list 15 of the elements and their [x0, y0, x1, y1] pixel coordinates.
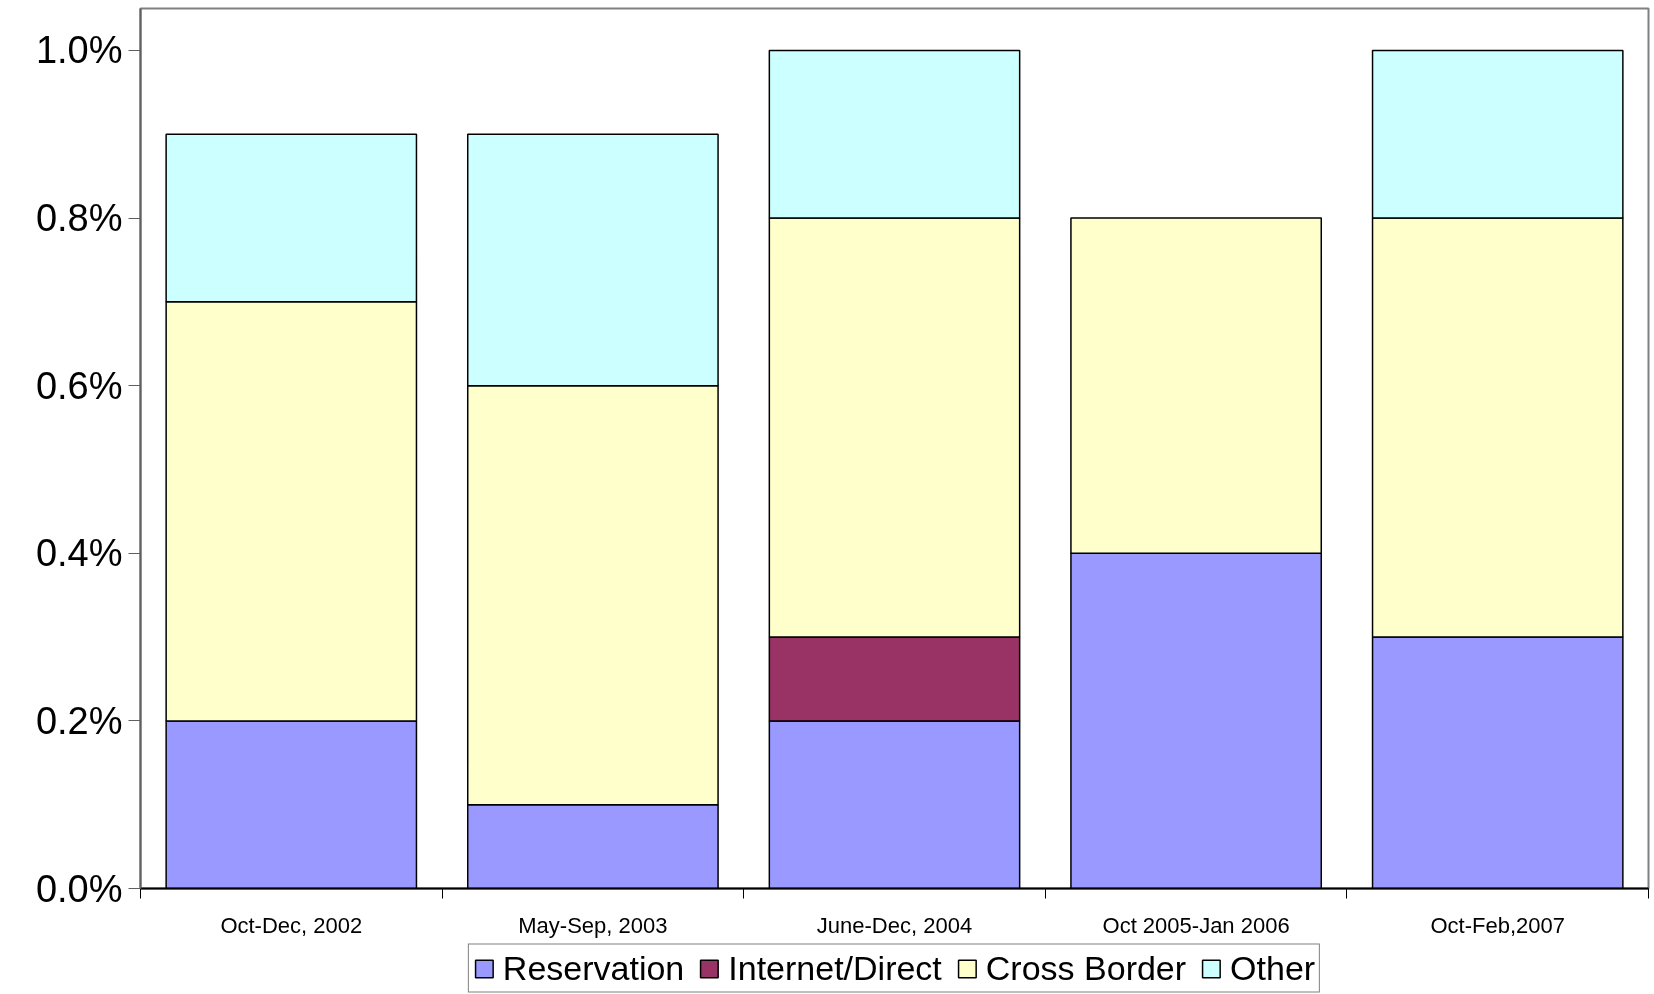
legend-label: Internet/Direct	[728, 948, 942, 988]
legend-label: Other	[1230, 948, 1316, 988]
x-tick-label: May-Sep, 2003	[518, 912, 668, 938]
y-tick-label: 0.2%	[35, 699, 123, 742]
x-tick-label: Oct-Dec, 2002	[220, 912, 363, 938]
y-tick-label: 0.8%	[35, 197, 123, 240]
legend-label: Cross Border	[985, 948, 1187, 988]
y-tick-label: 1.0%	[35, 29, 123, 72]
legend-label: Reservation	[502, 948, 685, 988]
y-tick-label: 0.6%	[35, 364, 123, 407]
x-tick-label: Oct 2005-Jan 2006	[1102, 912, 1290, 938]
y-tick-label: 0.0%	[35, 867, 123, 910]
x-tick-label: Oct-Feb,2007	[1430, 912, 1565, 938]
x-tick-label: June-Dec, 2004	[816, 912, 973, 938]
y-tick-label: 0.4%	[35, 532, 123, 575]
